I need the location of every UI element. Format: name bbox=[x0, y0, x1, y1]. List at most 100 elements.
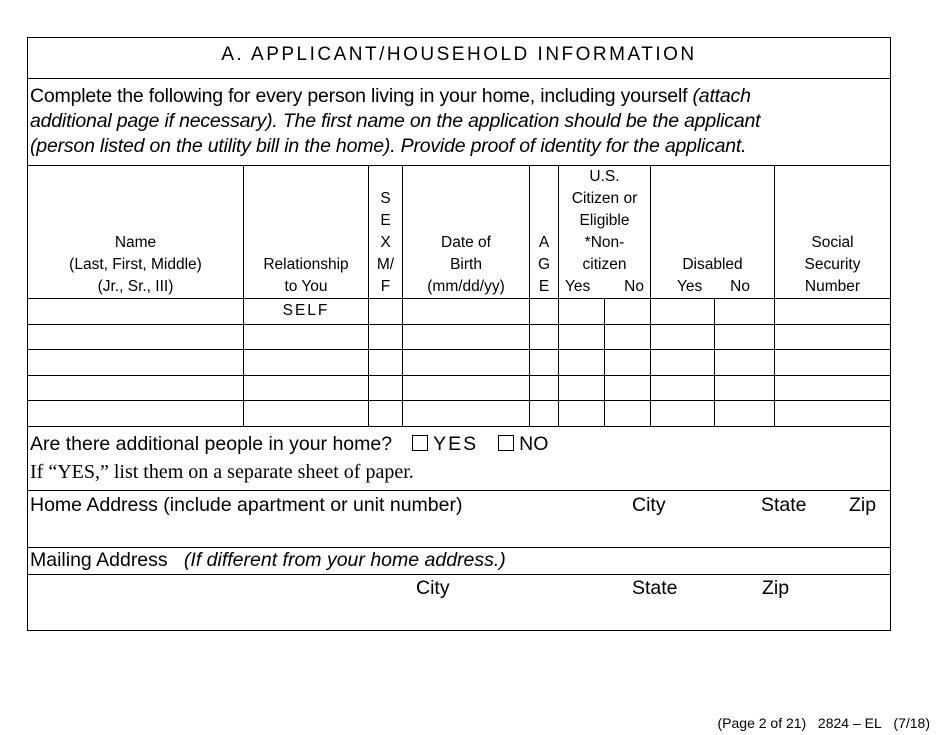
ssn-cell[interactable] bbox=[774, 298, 891, 325]
ssn-cell[interactable] bbox=[774, 323, 891, 350]
sex-cell[interactable] bbox=[368, 400, 403, 427]
citizen-no-cell[interactable] bbox=[604, 374, 651, 401]
disabled-no: No bbox=[730, 278, 750, 295]
home-address-field[interactable] bbox=[28, 518, 890, 547]
age-cell[interactable] bbox=[529, 323, 559, 350]
ssn-cell[interactable] bbox=[774, 374, 891, 401]
divider bbox=[27, 574, 891, 575]
sex-cell[interactable] bbox=[368, 374, 403, 401]
sex-cell[interactable] bbox=[368, 349, 403, 376]
relationship-cell[interactable] bbox=[243, 374, 369, 401]
age-cell[interactable] bbox=[529, 349, 559, 376]
disabled-yes-cell[interactable] bbox=[650, 400, 715, 427]
disabled-no-cell[interactable] bbox=[714, 400, 775, 427]
household-table: Name (Last, First, Middle) (Jr., Sr., III)… bbox=[27, 165, 891, 427]
relationship-cell[interactable] bbox=[243, 349, 369, 376]
mailing-address-label-row: Mailing Address (If different from your … bbox=[30, 549, 506, 572]
citizen-no-cell[interactable] bbox=[604, 400, 651, 427]
citizen-no-cell[interactable] bbox=[604, 298, 651, 325]
table-row bbox=[27, 323, 891, 350]
home-zip-label: Zip bbox=[849, 494, 877, 516]
ssn-cell[interactable] bbox=[774, 400, 891, 427]
additional-people-note: If “YES,” list them on a separate sheet … bbox=[30, 461, 414, 483]
table-row bbox=[27, 374, 891, 401]
age-cell[interactable] bbox=[529, 374, 559, 401]
name-cell[interactable] bbox=[27, 323, 244, 350]
name-cell[interactable] bbox=[27, 298, 244, 325]
relationship-cell[interactable] bbox=[243, 400, 369, 427]
disabled-yes-cell[interactable] bbox=[650, 374, 715, 401]
disabled-yes-cell[interactable] bbox=[650, 323, 715, 350]
mailing-address-label: Mailing Address bbox=[30, 549, 168, 571]
citizen-yes: Yes bbox=[565, 278, 591, 295]
table-header: Name (Last, First, Middle) (Jr., Sr., III)… bbox=[27, 165, 891, 299]
disabled-no-cell[interactable] bbox=[714, 374, 775, 401]
disabled-no-cell[interactable] bbox=[714, 298, 775, 325]
instructions: Complete the following for every person … bbox=[30, 84, 761, 159]
header-dob: Date of Birth (mm/dd/yy) bbox=[402, 165, 530, 299]
header-sex: S E X M/F bbox=[368, 165, 403, 299]
dob-cell[interactable] bbox=[402, 374, 530, 401]
footer-page: (Page 2 of 21) bbox=[717, 715, 807, 731]
no-checkbox[interactable] bbox=[498, 435, 515, 451]
table-row: SELF bbox=[27, 298, 891, 325]
header-ssn: Social Security Number bbox=[774, 165, 891, 299]
yes-checkbox[interactable] bbox=[412, 435, 429, 451]
dob-cell[interactable] bbox=[402, 298, 530, 325]
disabled-yes: Yes bbox=[677, 278, 703, 295]
citizen-no: No bbox=[624, 278, 644, 295]
footer-form-number: 2824 – EL bbox=[817, 715, 882, 731]
divider bbox=[27, 547, 891, 548]
name-cell[interactable] bbox=[27, 374, 244, 401]
disabled-no-cell[interactable] bbox=[714, 349, 775, 376]
citizen-yes-cell[interactable] bbox=[558, 349, 605, 376]
disabled-yes-cell[interactable] bbox=[650, 298, 715, 325]
citizen-no-cell[interactable] bbox=[604, 349, 651, 376]
table-row bbox=[27, 400, 891, 427]
dob-cell[interactable] bbox=[402, 323, 530, 350]
no-label: NO bbox=[519, 433, 549, 455]
mailing-city-label: City bbox=[416, 577, 450, 599]
name-cell[interactable] bbox=[27, 349, 244, 376]
mailing-address-field[interactable] bbox=[28, 602, 890, 629]
divider bbox=[27, 490, 891, 491]
instructions-line1-italic: (attach bbox=[692, 85, 751, 107]
citizen-yes-cell[interactable] bbox=[558, 400, 605, 427]
citizen-yes-cell[interactable] bbox=[558, 323, 605, 350]
disabled-yes-cell[interactable] bbox=[650, 349, 715, 376]
citizen-yes-cell[interactable] bbox=[558, 298, 605, 325]
mailing-state-label: State bbox=[632, 577, 678, 599]
dob-cell[interactable] bbox=[402, 349, 530, 376]
home-city-label: City bbox=[632, 494, 666, 516]
table-row bbox=[27, 349, 891, 376]
sex-cell[interactable] bbox=[368, 298, 403, 325]
home-address-label: Home Address (include apartment or unit … bbox=[30, 494, 463, 516]
header-relationship: Relationship to You bbox=[243, 165, 369, 299]
footer-version: (7/18) bbox=[893, 715, 930, 731]
name-cell[interactable] bbox=[27, 400, 244, 427]
additional-people-question: Are there additional people in your home… bbox=[30, 433, 393, 455]
age-cell[interactable] bbox=[529, 298, 559, 325]
dob-cell[interactable] bbox=[402, 400, 530, 427]
citizen-no-cell[interactable] bbox=[604, 323, 651, 350]
age-cell[interactable] bbox=[529, 400, 559, 427]
mailing-address-note: (If different from your home address.) bbox=[183, 549, 506, 571]
additional-people-question-row: Are there additional people in your home… bbox=[30, 433, 548, 456]
disabled-no-cell[interactable] bbox=[714, 323, 775, 350]
instructions-line1: Complete the following for every person … bbox=[30, 85, 693, 107]
relationship-cell[interactable]: SELF bbox=[243, 298, 369, 325]
yes-label: YES bbox=[433, 433, 479, 455]
citizen-yes-cell[interactable] bbox=[558, 374, 605, 401]
home-state-label: State bbox=[761, 494, 807, 516]
section-title: A. APPLICANT/HOUSEHOLD INFORMATION bbox=[221, 44, 697, 65]
header-disabled: Disabled Yes No bbox=[650, 165, 775, 299]
instructions-line3: (person listed on the utility bill in th… bbox=[30, 135, 747, 157]
divider bbox=[27, 78, 891, 79]
sex-cell[interactable] bbox=[368, 323, 403, 350]
relationship-cell[interactable] bbox=[243, 323, 369, 350]
instructions-line2: additional page if necessary). The first… bbox=[30, 110, 761, 132]
ssn-cell[interactable] bbox=[774, 349, 891, 376]
mailing-zip-label: Zip bbox=[762, 577, 790, 599]
header-citizen: U.S. Citizen or Eligible *Non-citizen Yes No bbox=[558, 165, 651, 299]
